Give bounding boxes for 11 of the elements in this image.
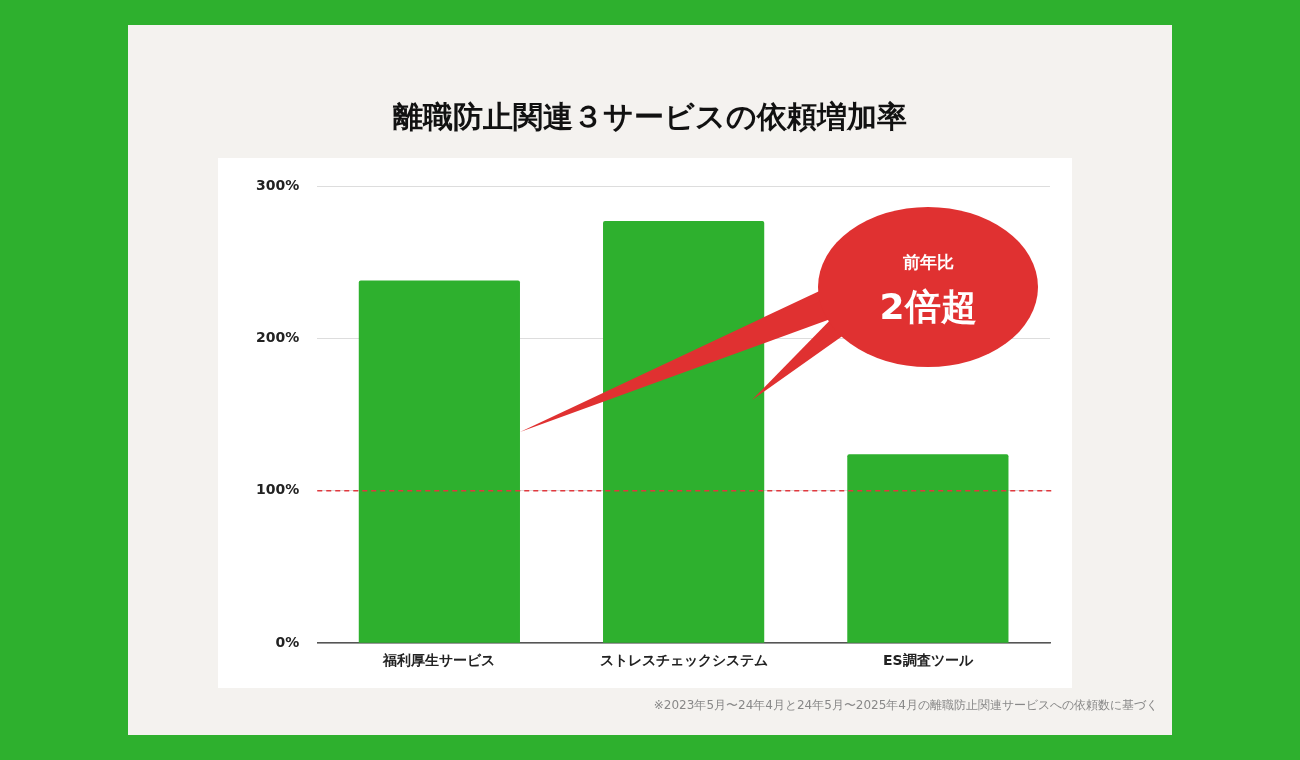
text: ※2023年5月〜24年4月と24年5月〜2025年4月の離職防止関連サービスへの依頼数に基づく <box>653 697 1158 714</box>
chart-title: 離職防止関連３サービスの依頼増加率 <box>392 98 908 136</box>
y-tick-label: 200% <box>255 329 300 346</box>
y-tick-label: 300% <box>255 176 300 193</box>
y-tick-label: 100% <box>255 481 300 498</box>
x-tick-label: ストレスチェックシステム <box>599 652 768 669</box>
annotation: 前年比 <box>901 251 955 274</box>
x-tick-label: 福利厚生サービス <box>382 652 496 669</box>
annotation: 2倍超 <box>878 285 978 329</box>
x-tick-label: ES調査ツール <box>883 652 974 669</box>
y-tick-label: 0% <box>275 633 300 650</box>
